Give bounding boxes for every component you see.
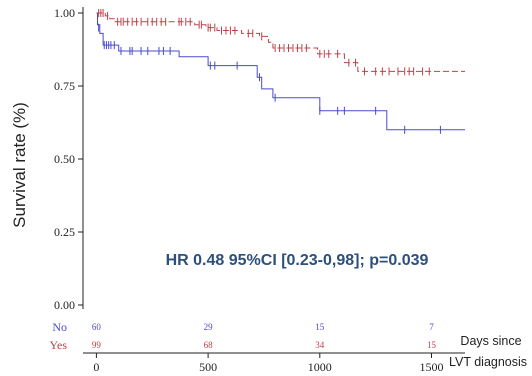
risk-row-label-no: No bbox=[52, 320, 67, 334]
risk-count-yes: 15 bbox=[427, 340, 437, 350]
x-axis-label-line2: LVT diagnosis bbox=[449, 355, 527, 369]
survival-curve-yes bbox=[96, 12, 465, 72]
risk-count-yes: 99 bbox=[92, 340, 102, 350]
x-tick-label: 1500 bbox=[419, 360, 443, 374]
risk-count-yes: 68 bbox=[204, 340, 214, 350]
x-tick-label: 500 bbox=[199, 360, 217, 374]
axes: 0.00 0.25 0.50 0.75 1.00 0 500 1000 1500 bbox=[54, 6, 465, 374]
risk-table: No 60 29 15 7 Yes 99 68 34 15 bbox=[50, 320, 437, 352]
x-tick-label: 1000 bbox=[308, 360, 332, 374]
x-tick-label: 0 bbox=[93, 360, 99, 374]
risk-count-no: 60 bbox=[92, 322, 102, 332]
y-tick-label: 0.25 bbox=[54, 225, 75, 239]
y-tick-label: 0.00 bbox=[54, 298, 75, 312]
risk-row-label-yes: Yes bbox=[50, 338, 68, 352]
y-tick-label: 1.00 bbox=[54, 6, 75, 20]
y-tick-label: 0.50 bbox=[54, 152, 75, 166]
hazard-ratio-annotation: HR 0.48 95%CI [0.23-0,98]; p=0.039 bbox=[166, 252, 429, 269]
risk-count-no: 7 bbox=[429, 322, 434, 332]
risk-count-no: 29 bbox=[204, 322, 214, 332]
y-tick-label: 0.75 bbox=[54, 79, 75, 93]
x-axis-label-line1: Days since bbox=[460, 334, 521, 348]
risk-count-yes: 34 bbox=[315, 340, 325, 350]
risk-count-no: 15 bbox=[315, 322, 325, 332]
series-layer bbox=[96, 9, 465, 134]
y-axis-label: Survival rate (%) bbox=[10, 102, 29, 228]
